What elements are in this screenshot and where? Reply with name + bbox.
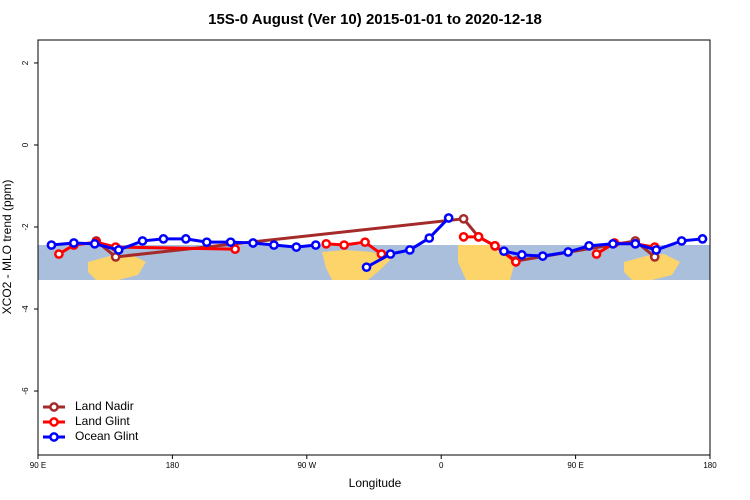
data-point <box>385 249 396 259</box>
data-point <box>248 238 258 248</box>
data-point <box>46 240 57 250</box>
y-axis-title: XCO2 - MLO trend (ppm) <box>0 180 14 315</box>
data-point <box>225 237 236 248</box>
legend-marker <box>49 402 59 412</box>
data-point <box>310 240 321 250</box>
data-point <box>424 233 435 243</box>
data-point <box>158 234 169 244</box>
x-tick-label: 90 E <box>567 461 583 470</box>
data-point <box>360 237 370 248</box>
data-point <box>591 249 602 259</box>
data-point <box>458 231 469 242</box>
data-point <box>201 237 212 248</box>
data-point <box>537 251 548 261</box>
y-tick-label: 0 <box>21 142 30 147</box>
data-point <box>516 250 527 260</box>
data-point <box>230 244 240 254</box>
x-tick-label: 90 E <box>30 461 46 470</box>
y-tick-label: 2 <box>21 60 30 65</box>
x-tick-label: 180 <box>703 461 717 470</box>
data-point <box>584 241 594 251</box>
data-point <box>490 241 500 251</box>
data-point <box>404 245 415 255</box>
plot-frame <box>37 39 711 456</box>
data-point <box>361 262 372 273</box>
data-point <box>137 236 148 246</box>
data-point <box>89 238 100 249</box>
data-point <box>563 247 573 257</box>
chart-title: 15S-0 August (Ver 10) 2015-01-01 to 2020… <box>208 11 542 28</box>
legend-label: Land Nadir <box>75 399 134 413</box>
data-point <box>269 240 279 250</box>
y-tick-label: -6 <box>21 387 30 395</box>
data-point <box>180 234 191 244</box>
data-point <box>443 213 454 223</box>
data-point <box>68 238 79 248</box>
data-point <box>291 242 302 252</box>
data-point <box>113 245 124 255</box>
data-point <box>499 246 509 257</box>
data-point <box>630 238 641 249</box>
data-point <box>697 234 708 244</box>
x-tick-label: 180 <box>166 461 180 470</box>
data-point <box>473 231 484 242</box>
legend-marker <box>49 432 59 442</box>
x-axis-title: Longitude <box>349 476 402 490</box>
data-point <box>511 257 521 267</box>
data-point <box>608 238 618 249</box>
y-tick-label: -2 <box>21 223 30 231</box>
data-point <box>676 236 687 246</box>
data-point <box>54 249 64 259</box>
y-tick-label: -4 <box>21 305 30 313</box>
legend-label: Ocean Glint <box>75 429 139 443</box>
x-tick-label: 0 <box>439 461 444 470</box>
data-point <box>339 240 349 250</box>
data-point <box>651 245 662 255</box>
legend-label: Land Glint <box>75 414 130 428</box>
legend-marker <box>49 417 59 427</box>
x-tick-label: 90 W <box>297 461 316 470</box>
data-point <box>458 213 469 224</box>
data-point <box>321 238 332 249</box>
